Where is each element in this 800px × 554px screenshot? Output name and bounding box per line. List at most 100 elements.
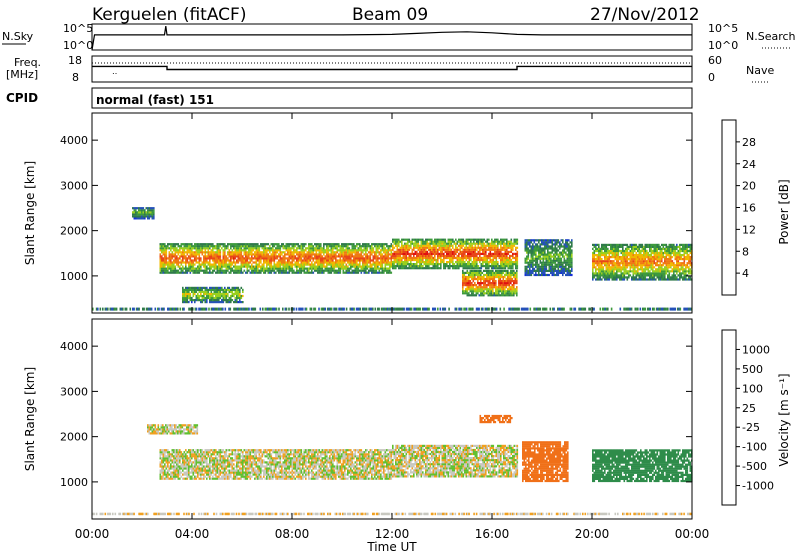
power-cell <box>377 259 379 262</box>
power-cell <box>206 292 208 296</box>
power-cell <box>444 256 447 260</box>
power-cell <box>332 247 334 250</box>
power-cell <box>204 267 207 270</box>
power-cell <box>423 252 426 255</box>
power-cell <box>279 267 282 270</box>
power-cell <box>180 271 183 274</box>
power-cell <box>356 267 358 270</box>
power-cell <box>641 266 644 269</box>
power-cell <box>641 256 644 259</box>
power-cell <box>230 269 232 272</box>
power-cell <box>263 271 265 274</box>
power-cell <box>507 282 509 285</box>
power-cell <box>465 275 467 279</box>
power-cell <box>237 290 240 293</box>
power-cell <box>434 250 436 253</box>
power-cell <box>411 250 414 253</box>
power-cell <box>610 272 612 275</box>
power-cell <box>278 261 280 264</box>
power-cell <box>545 241 548 244</box>
power-cell <box>477 242 480 245</box>
power-cell <box>378 257 381 260</box>
power-cell <box>611 276 614 279</box>
power-cell <box>426 267 429 270</box>
power-cell <box>345 247 348 250</box>
power-cell <box>405 256 408 260</box>
power-cell <box>562 271 564 274</box>
power-cell <box>164 265 166 268</box>
power-cell <box>371 269 373 272</box>
power-cell <box>356 251 358 254</box>
power-cell <box>315 269 318 272</box>
power-cell <box>504 248 507 251</box>
power-cell <box>466 294 469 297</box>
power-cell <box>276 265 279 268</box>
power-cell <box>635 266 638 269</box>
power-cell <box>201 269 204 272</box>
power-cell <box>637 254 639 257</box>
power-cell <box>201 245 204 248</box>
power-cell <box>608 264 611 267</box>
power-cell <box>213 253 216 256</box>
power-cell <box>141 209 143 212</box>
power-cell <box>363 249 366 252</box>
power-cell <box>637 264 639 267</box>
power-cell <box>513 294 515 297</box>
power-cell <box>470 265 472 268</box>
power-cell <box>571 241 573 244</box>
power-cell <box>441 250 444 253</box>
power-cell <box>459 263 462 266</box>
power-cell <box>474 267 477 270</box>
power-cell <box>354 245 357 248</box>
power-cell <box>486 269 488 272</box>
power-cell <box>544 251 546 254</box>
power-cell <box>652 278 654 281</box>
power-cell <box>554 243 557 246</box>
power-cell <box>463 290 466 293</box>
power-cell <box>650 247 653 250</box>
power-cell <box>225 301 228 304</box>
power-cell <box>622 258 624 261</box>
power-cell <box>264 257 267 260</box>
power-cell <box>419 246 421 249</box>
power-cell <box>300 251 303 254</box>
power-cell <box>369 247 372 250</box>
power-cell <box>562 253 564 256</box>
power-cell <box>513 240 516 243</box>
power-cell <box>595 262 597 265</box>
power-cell <box>219 288 222 291</box>
power-cell <box>318 243 321 246</box>
power-cell <box>275 253 277 256</box>
power-cell <box>496 294 499 297</box>
power-cell <box>228 271 231 274</box>
freq-marks: ‥ <box>112 67 117 76</box>
power-cell <box>366 245 369 248</box>
power-cell <box>281 251 283 254</box>
power-cell <box>276 261 279 264</box>
power-cell <box>476 254 478 258</box>
power-cell <box>210 253 213 256</box>
power-cell <box>643 274 645 277</box>
power-cell <box>309 267 312 270</box>
power-cell <box>614 268 617 271</box>
power-cell <box>529 267 531 270</box>
power-cell <box>449 246 451 249</box>
power-cell <box>571 239 573 242</box>
power-cell <box>500 261 502 264</box>
power-cell <box>650 266 653 269</box>
power-cell <box>375 257 378 260</box>
power-cell <box>635 247 638 250</box>
power-cell <box>468 238 471 241</box>
power-cell <box>437 254 439 258</box>
power-cell <box>142 217 145 220</box>
power-cell <box>191 299 193 302</box>
power-cell <box>635 272 638 275</box>
power-cell <box>305 259 307 262</box>
power-cell <box>303 249 306 252</box>
power-cell <box>477 265 480 268</box>
power-cell <box>500 265 502 268</box>
power-cell <box>402 256 405 260</box>
power-cell <box>282 247 285 250</box>
power-cell <box>228 261 231 264</box>
power-cell <box>270 271 273 274</box>
